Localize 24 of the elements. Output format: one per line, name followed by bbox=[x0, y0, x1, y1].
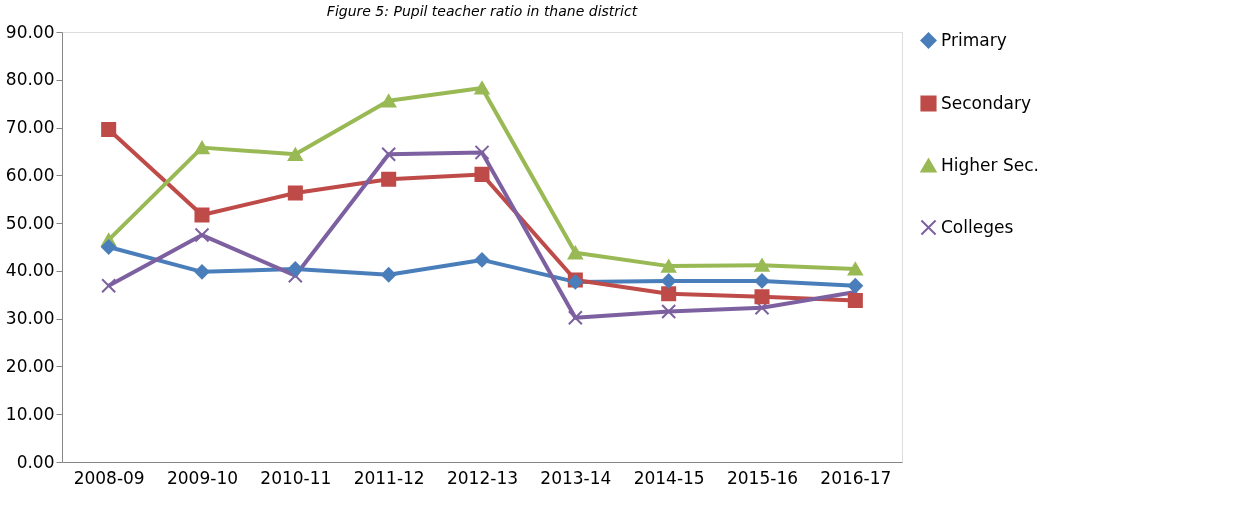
x-tick-label: 2012-13 bbox=[446, 467, 519, 488]
y-tick-label: 80.00 bbox=[5, 69, 55, 90]
x-tick-label: 2010-11 bbox=[260, 467, 332, 488]
y-tick-label: 30.00 bbox=[5, 308, 55, 329]
y-tick-label: 10.00 bbox=[5, 403, 55, 424]
legend-label: Primary bbox=[941, 29, 1007, 50]
x-tick-label: 2015-16 bbox=[726, 467, 799, 488]
legend-label: Higher Sec. bbox=[941, 154, 1039, 175]
y-tick-label: 60.00 bbox=[5, 164, 55, 185]
x-tick-label: 2009-10 bbox=[166, 467, 239, 488]
y-tick-label: 50.00 bbox=[5, 212, 55, 233]
legend-label: Colleges bbox=[941, 216, 1014, 237]
y-tick-label: 70.00 bbox=[5, 117, 55, 138]
x-tick-label: 2014-15 bbox=[633, 467, 705, 488]
x-tick-label: 2008-09 bbox=[73, 467, 145, 488]
chart-title: Figure 5: Pupil teacher ratio in thane district bbox=[326, 3, 638, 19]
y-tick-label: 40.00 bbox=[5, 260, 55, 281]
y-tick-label: 0.00 bbox=[16, 451, 55, 472]
legend-label: Secondary bbox=[941, 92, 1032, 113]
x-tick-label: 2016-17 bbox=[820, 467, 892, 488]
x-tick-label: 2013-14 bbox=[540, 467, 612, 488]
y-tick-label: 90.00 bbox=[5, 21, 55, 42]
y-tick-label: 20.00 bbox=[5, 355, 55, 376]
x-tick-label: 2011-12 bbox=[353, 467, 425, 488]
